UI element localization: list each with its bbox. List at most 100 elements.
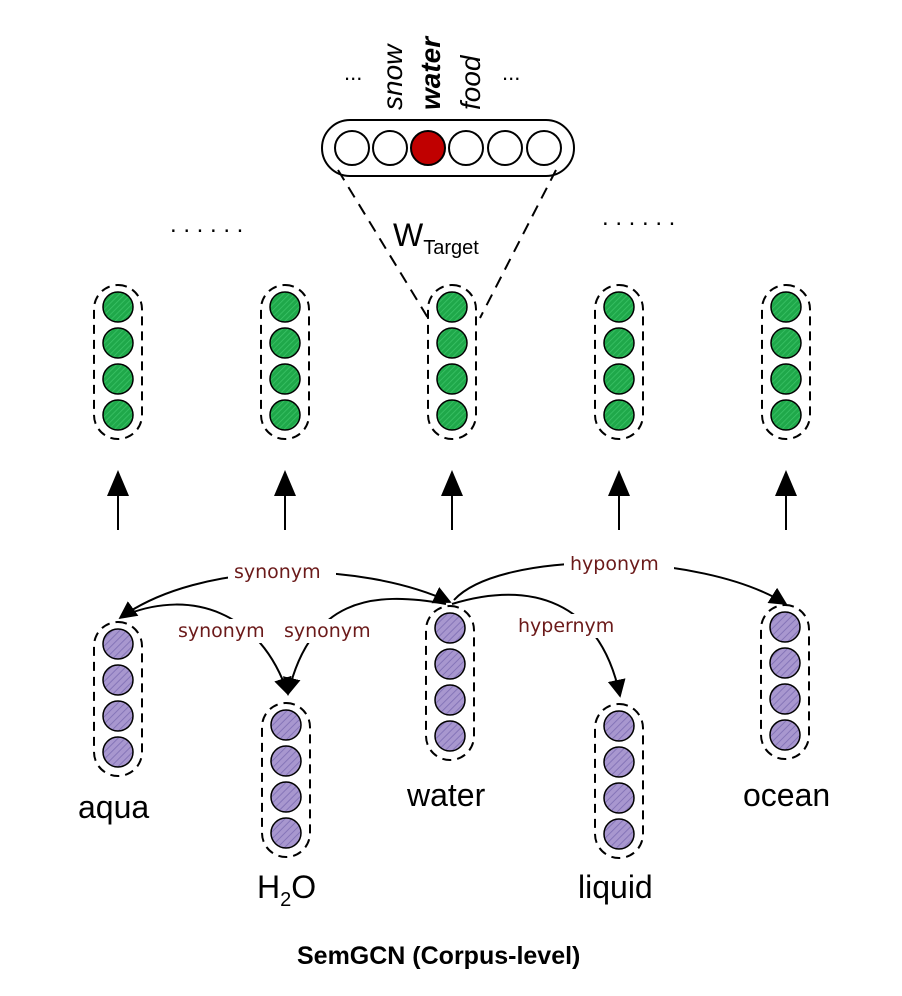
up-arrow-water <box>441 470 463 530</box>
relation-label-aqua-h2o: synonym <box>178 620 265 642</box>
input-column-water <box>425 605 475 761</box>
vocab-word-water: water <box>415 35 446 110</box>
input-column-ocean-unit <box>769 611 801 643</box>
output-column-water-unit <box>436 291 468 323</box>
relation-label-water-aqua: synonym <box>234 561 321 583</box>
input-column-ocean-outline <box>760 604 810 760</box>
projection-line-right <box>479 169 557 319</box>
input-embeddings <box>93 604 810 859</box>
relation-label-water-ocean: hyponym <box>570 553 659 575</box>
input-column-aqua-unit <box>102 736 134 768</box>
input-column-liquid-unit <box>603 746 635 778</box>
output-column-liquid-unit <box>603 327 635 359</box>
diagram-caption: SemGCN (Corpus-level) <box>297 942 580 970</box>
input-column-ocean-unit <box>769 719 801 751</box>
input-column-water-unit <box>434 720 466 752</box>
output-column-aqua <box>93 284 143 440</box>
input-column-ocean-unit <box>769 647 801 679</box>
input-column-liquid-unit <box>603 710 635 742</box>
input-column-h2o-outline <box>261 702 311 858</box>
input-column-water-unit <box>434 684 466 716</box>
output-column-h2o-unit <box>269 291 301 323</box>
output-column-ocean <box>761 284 811 440</box>
output-column-liquid-unit <box>603 399 635 431</box>
input-column-aqua-unit <box>102 700 134 732</box>
output-column-aqua-unit <box>102 363 134 395</box>
weight-subscript: Target <box>423 237 479 259</box>
vocab-word-food: food <box>455 54 486 110</box>
input-column-aqua <box>93 621 143 777</box>
output-column-aqua-outline <box>93 284 143 440</box>
output-column-water-unit <box>436 363 468 395</box>
relation-label-water-h2o: synonym <box>284 620 371 642</box>
input-column-liquid <box>594 703 644 859</box>
output-column-ocean-unit <box>770 363 802 395</box>
output-column-h2o-outline <box>260 284 310 440</box>
vocab-slot <box>487 130 523 166</box>
input-column-aqua-unit <box>102 664 134 696</box>
projection-line-left <box>337 169 429 319</box>
vocab-slot <box>448 130 484 166</box>
node-label-water: water <box>406 777 486 813</box>
weight-label: WTarget <box>393 217 479 259</box>
up-arrow-ocean <box>775 470 797 530</box>
output-column-water-unit <box>436 399 468 431</box>
vocab-slot <box>526 130 562 166</box>
input-column-water-unit <box>434 612 466 644</box>
input-column-water-outline <box>425 605 475 761</box>
dots-right: . . . . . . <box>602 204 675 231</box>
vocab-output-vector <box>321 119 575 177</box>
vocab-word-snow: snow <box>377 43 408 110</box>
input-column-ocean <box>760 604 810 760</box>
input-column-h2o-unit <box>270 781 302 813</box>
output-column-aqua-unit <box>102 399 134 431</box>
output-column-water <box>427 284 477 440</box>
input-column-water-unit <box>434 648 466 680</box>
output-column-h2o-unit <box>269 399 301 431</box>
output-column-ocean-unit <box>770 399 802 431</box>
vocab-ellipsis-right: ... <box>502 60 520 85</box>
input-column-h2o-unit <box>270 745 302 777</box>
node-label-h2o-subscript: 2 <box>280 889 291 911</box>
input-column-h2o-unit <box>270 817 302 849</box>
output-column-ocean-unit <box>770 327 802 359</box>
input-column-aqua-outline <box>93 621 143 777</box>
output-column-ocean-unit <box>770 291 802 323</box>
vocab-slot <box>334 130 370 166</box>
node-label-ocean: ocean <box>743 777 830 813</box>
output-column-h2o-unit <box>269 327 301 359</box>
propagation-arrows <box>107 470 797 530</box>
vocab-ellipsis-left: ... <box>344 60 362 85</box>
up-arrow-aqua <box>107 470 129 530</box>
output-column-aqua-unit <box>102 291 134 323</box>
output-column-aqua-unit <box>102 327 134 359</box>
output-column-liquid-outline <box>594 284 644 440</box>
up-arrow-h2o <box>274 470 296 530</box>
input-column-h2o-unit <box>270 709 302 741</box>
node-label-h2o: H2O <box>257 869 316 911</box>
output-column-liquid-unit <box>603 291 635 323</box>
output-embeddings <box>93 284 811 440</box>
input-column-ocean-unit <box>769 683 801 715</box>
output-column-liquid-unit <box>603 363 635 395</box>
output-column-h2o-unit <box>269 363 301 395</box>
input-column-h2o <box>261 702 311 858</box>
output-column-ocean-outline <box>761 284 811 440</box>
vocab-slot-selected <box>410 130 446 166</box>
output-column-water-outline <box>427 284 477 440</box>
up-arrow-liquid <box>608 470 630 530</box>
dots-left: . . . . . . <box>170 211 243 238</box>
node-label-aqua: aqua <box>78 789 149 825</box>
vocab-slot <box>372 130 408 166</box>
input-column-liquid-unit <box>603 782 635 814</box>
edge-aqua-h2o <box>127 603 292 696</box>
relation-label-water-liquid: hypernym <box>518 615 614 637</box>
output-column-water-unit <box>436 327 468 359</box>
input-column-liquid-outline <box>594 703 644 859</box>
output-column-liquid <box>594 284 644 440</box>
edge-water-liquid <box>451 593 626 698</box>
output-column-h2o <box>260 284 310 440</box>
node-label-liquid: liquid <box>578 869 653 905</box>
edge-water-h2o <box>282 597 447 696</box>
